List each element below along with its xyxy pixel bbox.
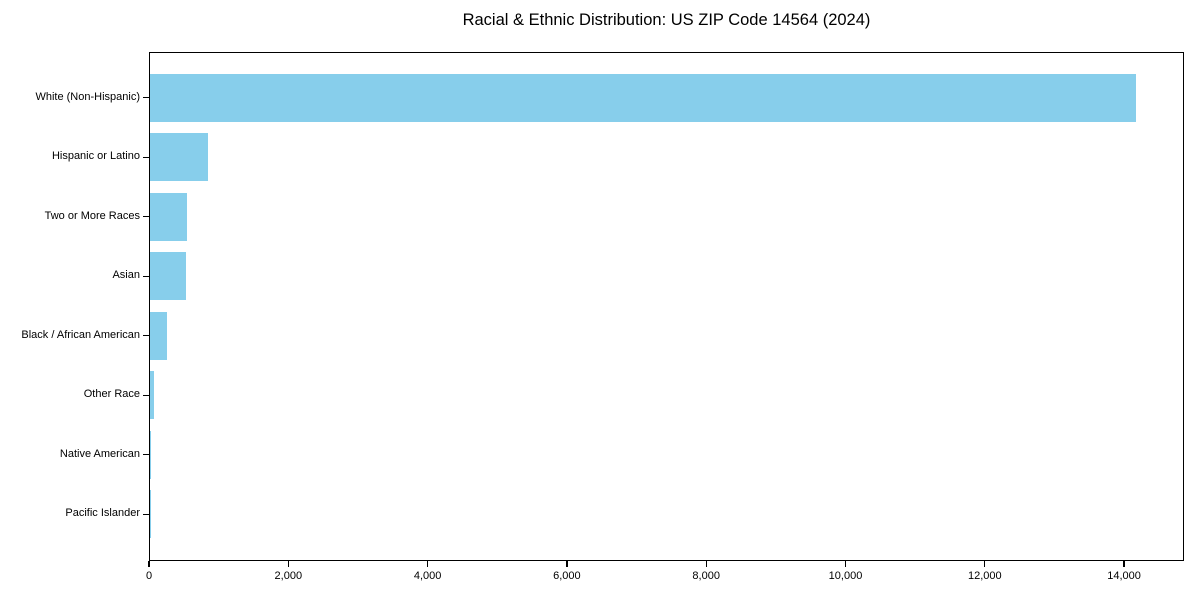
bar — [150, 371, 154, 420]
y-tick-label: Two or More Races — [44, 209, 140, 222]
chart-title: Racial & Ethnic Distribution: US ZIP Cod… — [462, 11, 871, 29]
x-tick-mark — [1123, 561, 1125, 567]
y-tick-label: Hispanic or Latino — [51, 150, 140, 163]
x-tick-mark — [984, 561, 986, 567]
x-tick-mark — [148, 561, 150, 567]
bar — [150, 73, 1137, 122]
y-tick-mark — [143, 156, 149, 158]
x-tick-mark — [287, 561, 289, 567]
x-tick-mark — [705, 561, 707, 567]
x-tick-label: 4,000 — [413, 570, 442, 582]
y-tick-mark — [143, 216, 149, 218]
y-tick-mark — [143, 275, 149, 277]
x-tick-mark — [844, 561, 847, 567]
y-tick-label: Pacific Islander — [65, 507, 140, 520]
y-tick-label: Asian — [112, 269, 140, 282]
y-tick-mark — [143, 335, 149, 337]
plot-frame — [149, 52, 1184, 561]
bar — [150, 192, 187, 241]
y-tick-label: Native American — [59, 447, 140, 460]
bar — [150, 252, 186, 301]
x-tick-label: 12,000 — [967, 570, 1002, 582]
y-tick-mark — [143, 394, 149, 396]
x-tick-label: 8,000 — [692, 570, 720, 582]
x-tick-mark — [566, 561, 568, 567]
y-tick-mark — [143, 513, 149, 515]
x-tick-label: 10,000 — [828, 570, 863, 582]
y-tick-mark — [143, 97, 149, 99]
bar — [150, 133, 208, 182]
x-tick-label: 14,000 — [1107, 570, 1141, 582]
bar — [150, 311, 167, 360]
y-tick-mark — [143, 454, 149, 456]
x-tick-label: 0 — [145, 570, 153, 582]
x-tick-label: 2,000 — [274, 570, 303, 582]
y-tick-label: Black / African American — [21, 328, 140, 341]
y-tick-label: White (Non-Hispanic) — [35, 90, 140, 103]
y-tick-label: Other Race — [83, 388, 140, 401]
x-tick-label: 6,000 — [553, 570, 581, 582]
bar — [150, 430, 151, 479]
x-tick-mark — [426, 561, 429, 567]
